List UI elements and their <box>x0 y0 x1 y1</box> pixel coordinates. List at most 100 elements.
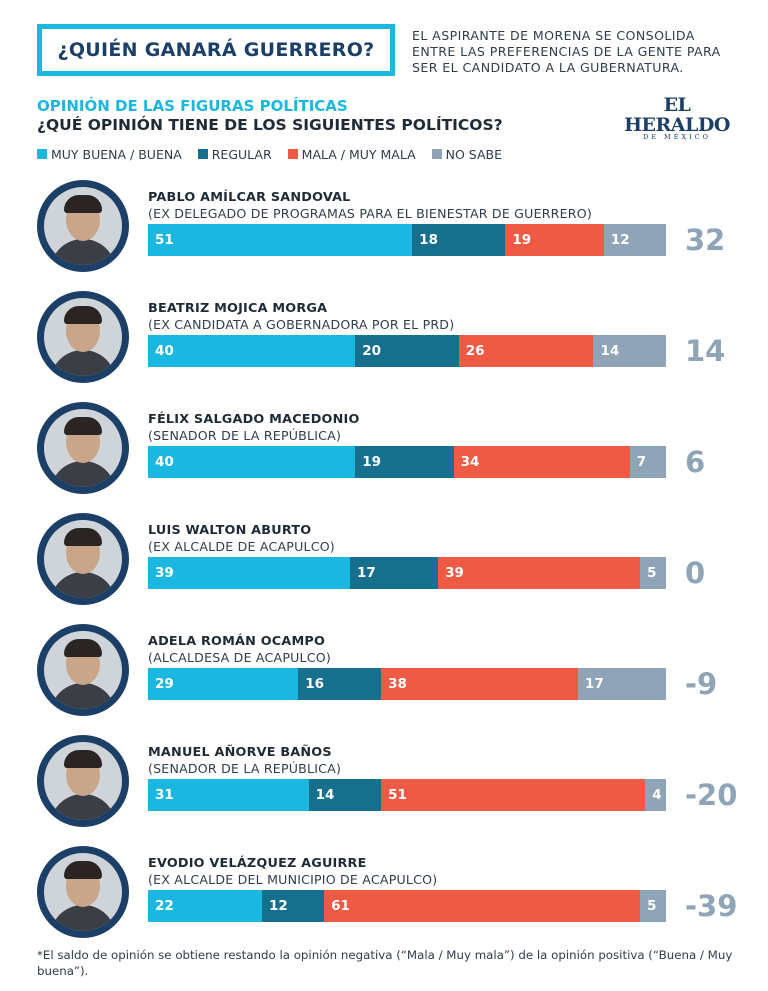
bar-value-label: 31 <box>155 787 174 803</box>
bar-segment: 34 <box>453 446 630 478</box>
bar-segment: 51 <box>381 779 646 811</box>
opinion-bar: 51 18 19 12 <box>148 224 666 256</box>
intro-line: SER EL CANDIDATO A LA GUBERNATURA. <box>412 60 684 75</box>
bar-value-label: 22 <box>155 898 174 914</box>
politician-name: ADELA ROMÁN OCAMPO <box>148 634 326 649</box>
intro-line: EL ASPIRANTE DE MORENA SE CONSOLIDA <box>412 28 695 43</box>
bar-value-label: 5 <box>647 565 657 581</box>
bar-value-label: 7 <box>636 454 647 470</box>
bar-segment: 22 <box>148 890 262 922</box>
bar-segment: 19 <box>355 446 454 478</box>
politician-role: (EX CANDIDATA A GOBERNADORA POR EL PRD) <box>148 317 455 332</box>
bar-value-label: 26 <box>465 343 485 359</box>
legend-swatch <box>287 149 298 159</box>
page-title: ¿QUIÉN GANARÁ GUERRERO? <box>57 39 375 61</box>
bar-value-label: 12 <box>610 232 630 248</box>
politician-role: (EX ALCALDE DE ACAPULCO) <box>148 539 335 554</box>
bar-segment: 31 <box>148 779 309 811</box>
bar-segment: 40 <box>148 446 356 478</box>
net-opinion-value: -20 <box>685 778 738 812</box>
politician-row: EVODIO VELÁZQUEZ AGUIRRE (EX ALCALDE DEL … <box>0 844 768 944</box>
avatar <box>37 180 129 272</box>
politician-role: (EX ALCALDE DEL MUNICIPIO DE ACAPULCO) <box>148 872 438 887</box>
bar-segment: 20 <box>355 335 459 367</box>
politician-name: LUIS WALTON ABURTO <box>148 523 312 538</box>
politician-role: (SENADOR DE LA REPÚBLICA) <box>148 428 342 443</box>
politician-name: MANUEL AÑORVE BAÑOS <box>148 745 332 760</box>
net-opinion-value: 0 <box>685 556 706 590</box>
bar-segment: 17 <box>350 557 439 589</box>
footnote: *El saldo de opinión se obtiene restando… <box>37 948 733 978</box>
bar-value-label: 17 <box>357 565 376 581</box>
bar-value-label: 12 <box>268 898 288 914</box>
intro-line: ENTRE LAS PREFERENCIAS DE LA GENTE PARA <box>412 44 721 59</box>
bar-segment: 51 <box>148 224 413 256</box>
opinion-bar: 40 19 34 7 <box>148 446 666 478</box>
bar-value-label: 40 <box>155 454 174 470</box>
net-opinion-value: 32 <box>685 223 726 257</box>
politician-role: (ALCALDESA DE ACAPULCO) <box>148 650 331 665</box>
legend: MUY BUENA / BUENA REGULAR MALA / MUY MALA N… <box>37 146 518 162</box>
opinion-bar: 40 20 26 14 <box>148 335 666 367</box>
bar-segment: 17 <box>577 668 666 700</box>
bar-segment: 18 <box>412 224 506 256</box>
bar-value-label: 19 <box>362 454 381 470</box>
bar-segment: 39 <box>148 557 351 589</box>
bar-value-label: 14 <box>315 787 335 803</box>
bar-value-label: 39 <box>445 565 464 581</box>
legend-item: NO SABE <box>431 146 502 162</box>
bar-segment: 12 <box>603 224 666 256</box>
bar-segment: 19 <box>505 224 604 256</box>
bar-segment: 7 <box>629 446 666 478</box>
bar-segment: 39 <box>438 557 641 589</box>
avatar <box>37 846 129 938</box>
bar-value-label: 51 <box>155 232 174 248</box>
legend-item: REGULAR <box>197 146 272 162</box>
bar-value-label: 17 <box>584 676 604 692</box>
intro-text: EL ASPIRANTE DE MORENA SE CONSOLIDA ENTR… <box>412 28 742 76</box>
politician-name: BEATRIZ MOJICA MORGA <box>148 301 328 316</box>
politician-row: ADELA ROMÁN OCAMPO (ALCALDESA DE ACAPULCO… <box>0 622 768 722</box>
net-opinion-value: 14 <box>685 334 726 368</box>
bar-value-label: 18 <box>419 232 438 248</box>
politician-name: FÉLIX SALGADO MACEDONIO <box>148 412 360 427</box>
logo-sub: DE MÉXICO <box>643 133 711 141</box>
avatar <box>37 291 129 383</box>
politician-row: LUIS WALTON ABURTO (EX ALCALDE DE ACAPULC… <box>0 511 768 611</box>
politician-row: PABLO AMÍLCAR SANDOVAL (EX DELEGADO DE PR… <box>0 178 768 278</box>
bar-value-label: 61 <box>331 898 350 914</box>
bar-segment: 14 <box>593 335 666 367</box>
legend-swatch <box>197 149 208 159</box>
net-opinion-value: -39 <box>685 889 738 923</box>
bar-segment: 61 <box>324 890 641 922</box>
legend-label: REGULAR <box>211 146 272 162</box>
bar-segment: 29 <box>148 668 299 700</box>
bar-segment: 14 <box>308 779 382 811</box>
bar-segment: 5 <box>640 890 666 922</box>
net-opinion-value: 6 <box>685 445 706 479</box>
avatar <box>37 735 129 827</box>
title-box: ¿QUIÉN GANARÁ GUERRERO? <box>37 24 395 76</box>
bar-segment: 12 <box>261 890 325 922</box>
opinion-bar: 31 14 51 4 <box>148 779 666 811</box>
section-question: ¿QUÉ OPINIÓN TIENE DE LOS SIGUIENTES POL… <box>37 116 503 134</box>
legend-item: MUY BUENA / BUENA <box>37 147 182 162</box>
politician-name: PABLO AMÍLCAR SANDOVAL <box>148 190 351 205</box>
legend-swatch <box>431 149 442 159</box>
politician-name: EVODIO VELÁZQUEZ AGUIRRE <box>148 856 367 871</box>
politician-row: FÉLIX SALGADO MACEDONIO (SENADOR DE LA RE… <box>0 400 768 500</box>
bar-segment: 16 <box>298 668 382 700</box>
bar-segment: 5 <box>640 557 666 589</box>
bar-value-label: 34 <box>460 454 480 470</box>
legend-label: MUY BUENA / BUENA <box>51 146 182 162</box>
section-title: OPINIÓN DE LAS FIGURAS POLÍTICAS <box>37 97 348 115</box>
bar-value-label: 20 <box>362 343 381 359</box>
politician-row: BEATRIZ MOJICA MORGA (EX CANDIDATA A GOBE… <box>0 289 768 389</box>
legend-label: NO SABE <box>445 146 502 162</box>
opinion-bar: 22 12 61 5 <box>148 890 666 922</box>
bar-value-label: 16 <box>305 676 325 692</box>
bar-value-label: 5 <box>647 898 657 914</box>
logo-main: EL HERALDO <box>624 94 730 136</box>
bar-value-label: 38 <box>388 676 407 692</box>
bar-value-label: 51 <box>388 787 407 803</box>
